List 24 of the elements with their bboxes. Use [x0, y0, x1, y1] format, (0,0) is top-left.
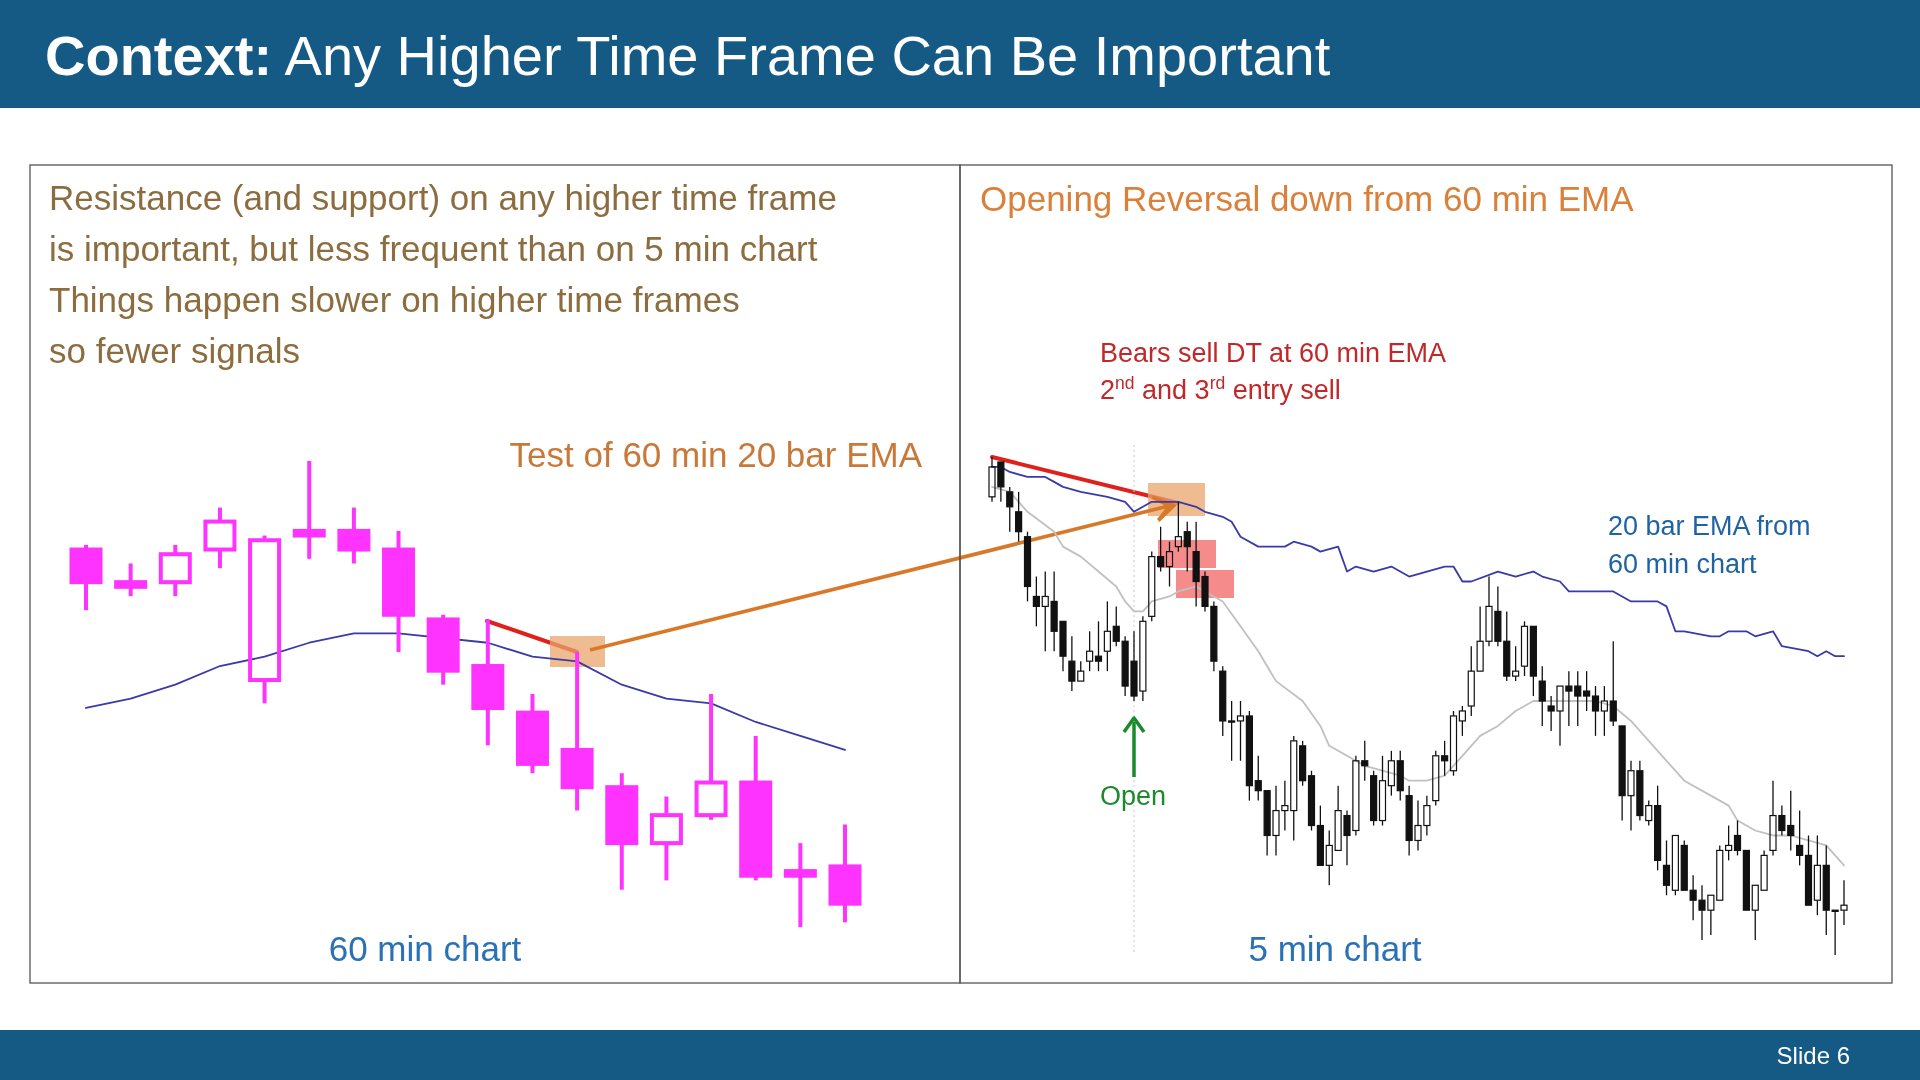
annotation: 20 bar EMA from 60 min chart [1608, 511, 1811, 579]
text: is important, but less frequent than on 5 min chart [49, 229, 818, 268]
candlestick [560, 652, 594, 811]
candlestick [1032, 575, 1040, 627]
candlestick [828, 824, 862, 923]
text: Slide 6 [1776, 1042, 1850, 1069]
candlestick [292, 461, 326, 559]
candlestick [1228, 700, 1236, 762]
chart-title: Opening Reversal down from 60 min EMA [980, 179, 1635, 218]
text: Things happen slower on higher time frames [49, 280, 740, 319]
candlestick [783, 843, 817, 927]
annotation: Test of 60 min 20 bar EMA [509, 435, 923, 474]
text: so fewer signals [49, 331, 300, 370]
text: Bears sell DT at 60 min EMA [1100, 338, 1447, 368]
annotation: 5 min chart [1248, 929, 1422, 968]
chart-title: Context: Any Higher Time Frame Can Be Important [45, 24, 1331, 87]
annotation: Open [1099, 781, 1167, 811]
candlestick [471, 619, 505, 746]
candlestick [382, 530, 416, 653]
text: 60 min chart [328, 929, 522, 968]
text: Resistance (and support) on any higher time frame [49, 178, 837, 217]
candlestick [649, 796, 683, 881]
text: 2$^{nd}$ and 3$^{rd}$ entry sell [1100, 373, 1341, 405]
candlestick [1103, 600, 1111, 672]
